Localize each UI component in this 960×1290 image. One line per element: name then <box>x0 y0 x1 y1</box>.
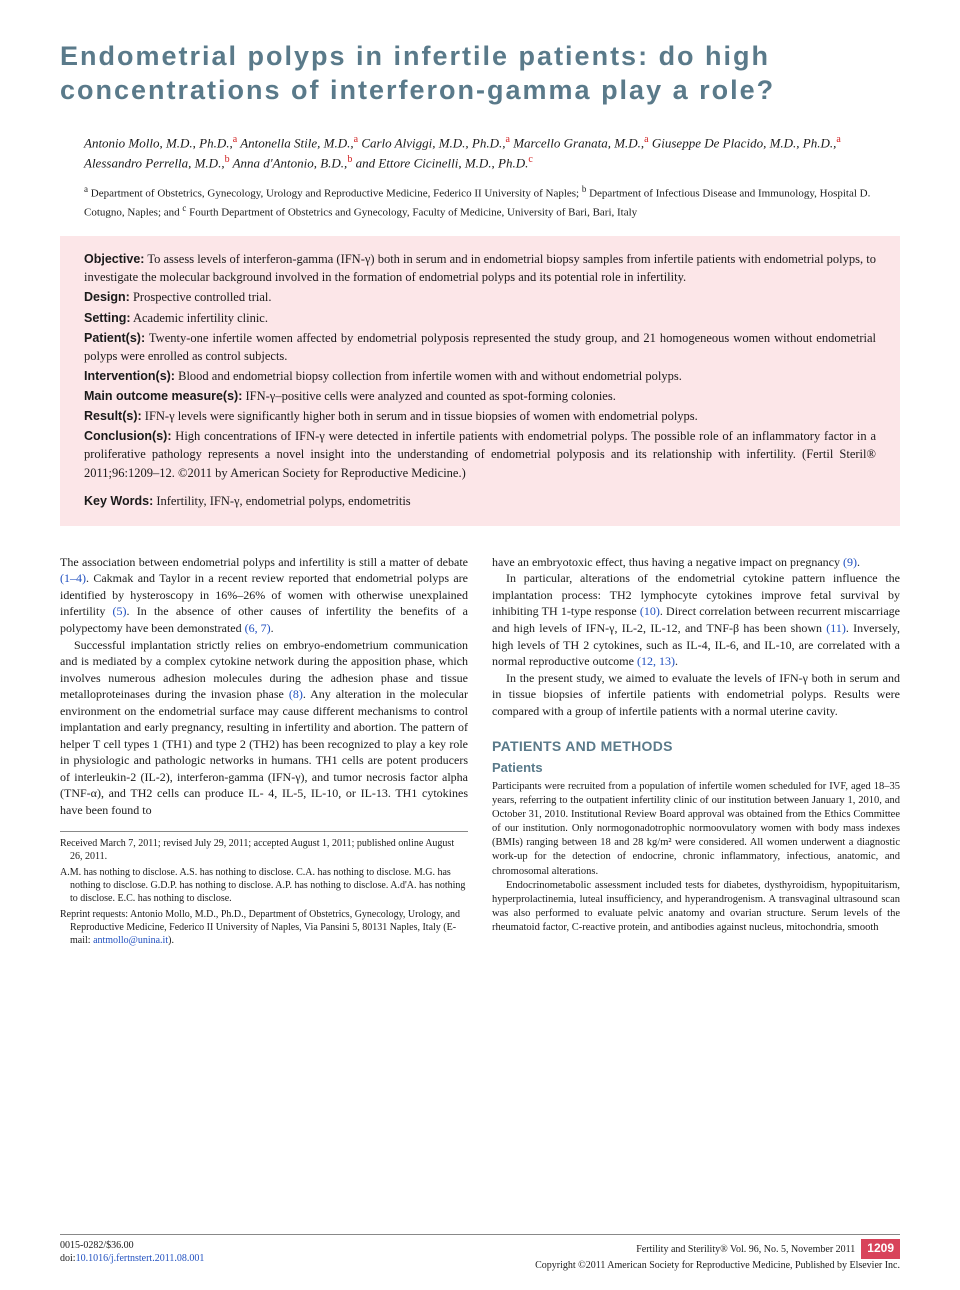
body-para-2: Successful implantation strictly relies … <box>60 637 468 819</box>
abs-patients: Twenty-one infertile women affected by e… <box>84 331 876 363</box>
disclosures: A.M. has nothing to disclose. A.S. has n… <box>60 866 468 905</box>
ref-link[interactable]: (8) <box>289 687 303 701</box>
abs-label-keywords: Key Words: <box>84 494 153 508</box>
body-para-4: In particular, alterations of the endome… <box>492 570 900 669</box>
footer-left: 0015-0282/$36.00 doi:10.1016/j.fertnster… <box>60 1239 204 1265</box>
abs-setting: Academic infertility clinic. <box>133 311 268 325</box>
abs-objective: To assess levels of interferon-gamma (IF… <box>84 252 876 284</box>
right-column: have an embryotoxic effect, thus having … <box>492 554 900 947</box>
abs-label-conclusions: Conclusion(s): <box>84 429 172 443</box>
abstract-box: Objective: To assess levels of interfero… <box>60 236 900 526</box>
affiliations: a Department of Obstetrics, Gynecology, … <box>60 183 900 220</box>
page-number: 1209 <box>861 1239 900 1259</box>
abs-label-setting: Setting: <box>84 311 131 325</box>
abs-mom: IFN-γ–positive cells were analyzed and c… <box>246 389 616 403</box>
doi-label: doi: <box>60 1253 76 1264</box>
abs-conclusions: High concentrations of IFN-γ were detect… <box>84 429 876 479</box>
copyright: Copyright ©2011 American Society for Rep… <box>535 1259 900 1272</box>
ref-link[interactable]: (12, 13) <box>637 654 675 668</box>
article-notes: Received March 7, 2011; revised July 29,… <box>60 831 468 947</box>
subsection-heading: Patients <box>492 759 900 777</box>
left-column: The association between endometrial poly… <box>60 554 468 947</box>
abs-label-results: Result(s): <box>84 409 142 423</box>
body-para-3: have an embryotoxic effect, thus having … <box>492 554 900 571</box>
abs-label-objective: Objective: <box>84 252 144 266</box>
author-list: Antonio Mollo, M.D., Ph.D.,a Antonella S… <box>60 132 900 174</box>
ref-link[interactable]: (9) <box>843 555 857 569</box>
methods-para-1: Participants were recruited from a popul… <box>492 780 900 879</box>
footer-right: Fertility and Sterility® Vol. 96, No. 5,… <box>535 1239 900 1272</box>
journal-citation: Fertility and Sterility® Vol. 96, No. 5,… <box>636 1244 855 1255</box>
body-columns: The association between endometrial poly… <box>60 554 900 947</box>
body-para-1: The association between endometrial poly… <box>60 554 468 637</box>
abs-design: Prospective controlled trial. <box>133 290 272 304</box>
methods-para-2: Endocrinometabolic assessment included t… <box>492 879 900 936</box>
received-dates: Received March 7, 2011; revised July 29,… <box>60 837 468 863</box>
ref-link[interactable]: (11) <box>826 621 846 635</box>
issn: 0015-0282/$36.00 <box>60 1239 204 1252</box>
article-title: Endometrial polyps in infertile patients… <box>60 40 900 108</box>
abs-label-design: Design: <box>84 290 130 304</box>
ref-link[interactable]: (6, 7) <box>245 621 271 635</box>
abs-label-mom: Main outcome measure(s): <box>84 389 242 403</box>
abs-results: IFN-γ levels were significantly higher b… <box>145 409 698 423</box>
ref-link[interactable]: (5) <box>113 604 127 618</box>
body-para-5: In the present study, we aimed to evalua… <box>492 670 900 720</box>
reprint-requests: Reprint requests: Antonio Mollo, M.D., P… <box>60 908 468 947</box>
section-heading: PATIENTS AND METHODS <box>492 737 900 756</box>
ref-link[interactable]: (10) <box>640 604 660 618</box>
abs-interventions: Blood and endometrial biopsy collection … <box>178 369 682 383</box>
doi-link[interactable]: 10.1016/j.fertnstert.2011.08.001 <box>76 1253 205 1264</box>
abs-label-patients: Patient(s): <box>84 331 145 345</box>
page-footer: 0015-0282/$36.00 doi:10.1016/j.fertnster… <box>60 1234 900 1272</box>
abs-keywords: Infertility, IFN-γ, endometrial polyps, … <box>156 494 410 508</box>
abs-label-interventions: Intervention(s): <box>84 369 175 383</box>
email-link[interactable]: antmollo@unina.it <box>93 935 168 946</box>
ref-link[interactable]: (1–4) <box>60 571 86 585</box>
